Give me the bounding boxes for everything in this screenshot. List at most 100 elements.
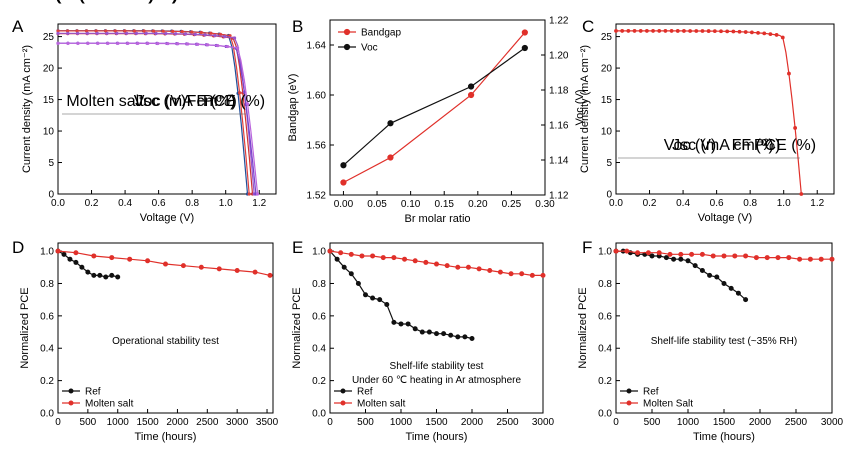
data-point [707,272,713,278]
data-point [190,30,194,34]
table-cell: 81.16 [191,0,231,4]
y-tick-label: 0.0 [598,409,612,420]
data-point [85,31,90,35]
data-point [762,31,767,36]
table-header-cell: PCE (%) [754,137,816,154]
data-point [402,256,408,262]
table-row-label: Cs0.1Pb(I0.6Cl0.1Br0.19)2.1-F [0,0,216,4]
data-point [756,30,760,35]
data-point [67,256,73,262]
data-point [180,30,184,34]
y-tick-label: 1.60 [307,91,327,102]
data-point [412,258,418,264]
table-row-label: Reverse scan [598,0,696,4]
table-cell: 23.30 [765,0,805,4]
y-tick-label: 1.0 [598,247,612,258]
table-cell: 1.103 [670,0,710,4]
data-point [638,29,643,33]
x-tick-label: 0.10 [401,199,421,210]
panel-label: C [582,17,594,36]
table-cell: 80.35 [191,0,231,4]
data-point [423,259,429,265]
y-tick-label: 1.56 [307,141,327,152]
data-point [267,272,273,278]
y-tick-label: 1.64 [307,41,327,52]
table-row-label: Cs0.1Pb(I0.8Cl0.1Br0.07)2.1-R [0,0,216,4]
annotation: Operational stability test [112,336,219,347]
y-tick-label: 5 [606,158,612,169]
data-point [115,31,119,35]
data-point [94,29,98,33]
x-axis-label: Time (hours) [135,431,197,443]
data-point [255,192,260,196]
data-point [651,29,655,33]
data-point [692,263,698,269]
y-tick-label: 1.0 [40,247,54,258]
data-point [348,251,354,257]
table-cell: 25.47 [166,0,206,4]
legend-label: Molten Salt [643,399,693,410]
plot-frame [57,242,274,414]
data-point [787,71,791,76]
y-tick-label: 0.0 [40,409,54,420]
plot-frame [57,23,277,195]
data-point [656,250,662,256]
data-point [682,29,686,33]
table-cell: 25.52 [166,0,206,4]
data-point [462,334,468,340]
data-point [65,29,70,33]
data-point [86,41,90,45]
table-cell: 25.90 [166,0,206,4]
data-point [624,248,630,254]
x-tick-label: 2000 [461,417,484,428]
data-point [106,41,110,45]
x-tick-label: 2500 [496,417,519,428]
y-tick-label: 0.8 [312,279,326,290]
y2-tick-label: 1.20 [549,51,569,62]
x-axis-label: Voltage (V) [140,212,194,224]
x-tick-label: 0.00 [334,199,354,210]
y-tick-label: 0.8 [598,279,612,290]
data-point [497,269,503,275]
data-point [245,102,250,106]
data-point [56,41,60,45]
x-tick-label: 1000 [677,417,700,428]
data-point [209,31,213,35]
x-axis-label: Voltage (V) [698,212,752,224]
table-cell: 24.24 [214,0,254,4]
x-tick-label: 3500 [256,417,279,428]
legend-label: Molten salt [85,399,134,410]
table-cell: 22.99 [214,0,254,4]
table-cell: 82.00 [191,0,231,4]
data-point [675,29,680,33]
data-point [73,259,79,265]
data-point [164,31,168,36]
data-point [807,256,813,262]
data-point [797,256,803,262]
data-point [56,31,60,35]
data-point [136,41,140,45]
data-point [238,91,242,95]
data-point [441,331,447,337]
annotation: Shelf-life stability test (~35% RH) [651,336,797,347]
data-point [487,268,493,274]
data-point [223,35,227,39]
table-cell: 25.94 [166,0,206,4]
data-point [635,250,641,256]
jv-curve [58,30,249,195]
data-point [61,251,67,257]
table-cell: 1.179 [140,0,180,4]
data-point [341,264,347,270]
legend-label: Bandgap [361,28,401,39]
y2-tick-label: 1.22 [549,16,569,27]
data-point [216,43,220,48]
data-point [338,250,344,256]
data-point [688,29,693,33]
data-point [448,332,454,338]
data-point [614,29,618,33]
x-tick-label: 0.4 [676,198,690,209]
x-tick-label: 0.20 [468,199,488,210]
data-point [671,256,677,262]
data-point [370,253,376,259]
data-point [163,261,168,267]
